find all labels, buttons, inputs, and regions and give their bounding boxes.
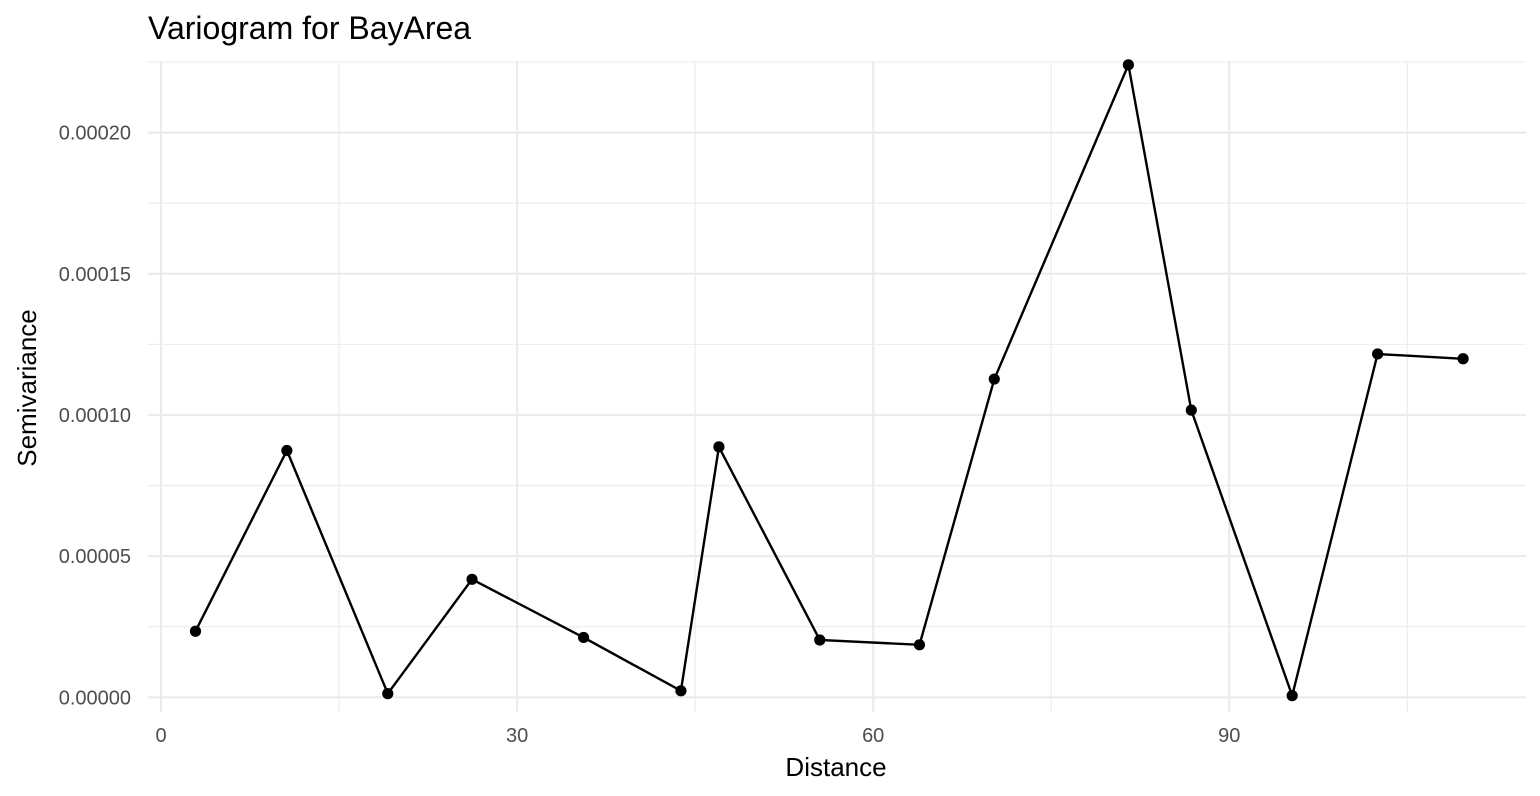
minor-gridlines bbox=[148, 61, 1526, 712]
x-axis-tick-labels: 0 30 60 90 bbox=[155, 725, 1240, 747]
data-point bbox=[1286, 690, 1298, 702]
x-tick-label: 30 bbox=[506, 725, 528, 747]
y-tick-label: 0.00015 bbox=[59, 264, 131, 286]
x-tick-label: 60 bbox=[862, 725, 884, 747]
data-point bbox=[189, 625, 202, 637]
y-tick-label: 0.00005 bbox=[59, 546, 131, 568]
y-tick-label: 0.00000 bbox=[59, 687, 131, 709]
x-tick-label: 0 bbox=[155, 725, 166, 747]
data-point bbox=[814, 634, 826, 646]
data-point bbox=[577, 631, 590, 644]
x-axis-title: Distance bbox=[785, 752, 886, 782]
data-point bbox=[1457, 353, 1469, 365]
y-tick-label: 0.00010 bbox=[59, 405, 131, 427]
y-tick-label: 0.00020 bbox=[59, 123, 131, 145]
data-point bbox=[1122, 59, 1134, 71]
y-axis-title: Semivariance bbox=[12, 309, 42, 467]
data-point bbox=[988, 373, 1000, 385]
x-tick-label: 90 bbox=[1218, 725, 1240, 747]
data-point bbox=[1185, 404, 1197, 416]
data-point bbox=[382, 688, 394, 700]
data-point bbox=[713, 441, 725, 453]
data-point bbox=[1372, 348, 1384, 360]
data-point bbox=[913, 639, 926, 651]
data-point bbox=[281, 444, 293, 457]
y-axis-tick-labels: 0.00000 0.00005 0.00010 0.00015 0.00020 bbox=[59, 123, 131, 710]
series-layer bbox=[189, 59, 1469, 702]
chart-title: Variogram for BayArea bbox=[148, 10, 471, 46]
data-point bbox=[675, 685, 687, 697]
series-line bbox=[194, 60, 1464, 700]
data-point bbox=[466, 573, 478, 585]
